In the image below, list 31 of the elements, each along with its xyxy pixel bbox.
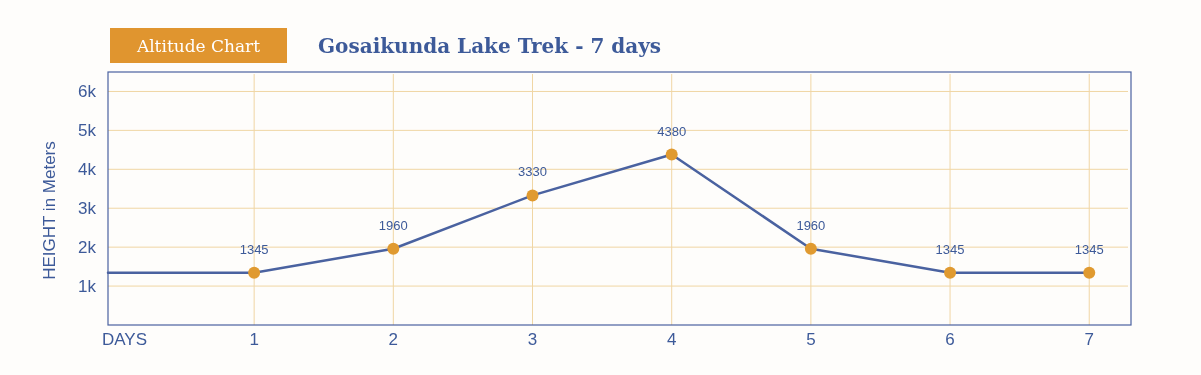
point xyxy=(944,266,957,279)
point xyxy=(804,242,817,255)
y-tick-label: 5k xyxy=(78,121,97,141)
point xyxy=(526,189,539,202)
data-label: 1345 xyxy=(1074,241,1104,257)
point xyxy=(665,148,678,161)
point xyxy=(1083,266,1096,279)
x-tick-label: 6 xyxy=(945,330,955,349)
y-tick-label: 4k xyxy=(78,160,97,180)
y-tick-label: 6k xyxy=(78,82,97,102)
chart-title: Gosaikunda Lake Trek - 7 days xyxy=(318,34,662,58)
x-axis-title: DAYS xyxy=(102,330,148,349)
data-label: 3330 xyxy=(518,164,547,180)
x-tick-label: 4 xyxy=(666,330,677,349)
x-tick-label: 7 xyxy=(1084,330,1094,349)
y-axis-title: HEIGHT in Meters xyxy=(40,141,59,280)
x-tick-label: 1 xyxy=(249,330,259,349)
x-tick-label: 5 xyxy=(806,330,816,349)
y-tick-label: 1k xyxy=(78,277,97,297)
y-tick-label: 3k xyxy=(78,199,97,219)
data-label: 4380 xyxy=(657,123,687,139)
point xyxy=(248,266,261,279)
data-label: 1960 xyxy=(796,217,826,233)
x-tick-label: 2 xyxy=(388,330,399,349)
y-tick-label: 2k xyxy=(78,238,97,258)
data-label: 1345 xyxy=(239,241,269,257)
point xyxy=(387,242,400,255)
text: Altitude Chart xyxy=(135,36,261,56)
data-label: 1345 xyxy=(935,241,965,257)
data-label: 1960 xyxy=(378,217,408,233)
x-tick-label: 3 xyxy=(527,330,538,349)
